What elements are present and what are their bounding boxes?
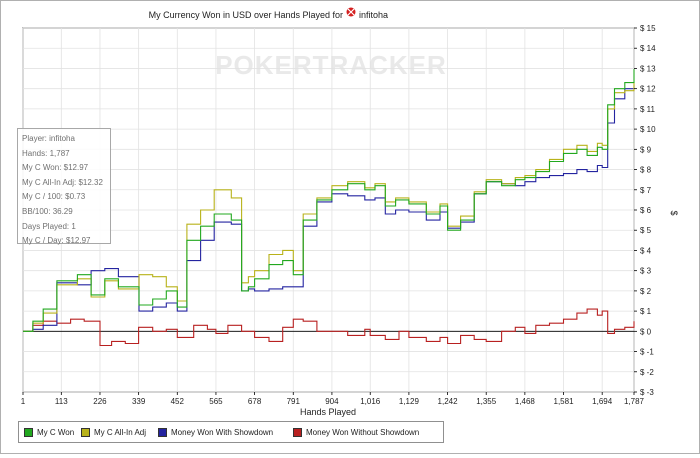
y-tick-label: $ -3 xyxy=(640,388,654,397)
x-tick-label: 1,787 xyxy=(624,397,645,406)
y-tick-label: $ 0 xyxy=(640,327,652,336)
x-tick-label: 1,016 xyxy=(360,397,381,406)
series-line-my-c-won xyxy=(23,69,635,332)
legend-item-my-c-won[interactable]: My C Won xyxy=(19,422,76,442)
chart-title: My Currency Won in USD over Hands Played… xyxy=(149,10,343,20)
legend-item-without-showdown[interactable]: Money Won Without Showdown xyxy=(288,422,433,442)
y-tick-label: $ 3 xyxy=(640,267,652,276)
y-tick-label: $ 4 xyxy=(640,246,652,255)
watermark: POKERTRACKER xyxy=(215,50,447,80)
legend-swatch xyxy=(293,427,302,437)
series-line-money-won-without-showdown xyxy=(23,308,635,347)
x-tick-label: 791 xyxy=(287,397,301,406)
series-group xyxy=(23,69,635,347)
x-tick-label: 1,694 xyxy=(592,397,613,406)
x-axis-label: Hands Played xyxy=(300,407,356,417)
y-tick-label: $ 10 xyxy=(640,125,656,134)
legend-item-with-showdown[interactable]: Money Won With Showdown xyxy=(153,422,288,442)
x-tick-label: 1,242 xyxy=(438,397,459,406)
x-tick-label: 904 xyxy=(325,397,339,406)
legend-label: My C All-In Adj xyxy=(94,427,147,437)
y-tick-label: $ 11 xyxy=(640,105,656,114)
player-stats-tooltip: Player: infitoha Hands: 1,787 My C Won: … xyxy=(17,128,111,245)
legend-label: Money Won Without Showdown xyxy=(306,427,420,437)
y-tick-label: $ 8 xyxy=(640,166,652,175)
y-axis-label: $ xyxy=(669,210,679,215)
tooltip-line: BB/100: 36.29 xyxy=(22,206,73,216)
y-axis: $ -3 $ -2 $ -1 $ 0 $ 1 $ 2 $ 3 $ 4 $ 5 $ 6 $ 7 $ 8 $… xyxy=(634,24,656,397)
y-tick-label: $ 9 xyxy=(640,145,652,154)
y-tick-label: $ 6 xyxy=(640,206,652,215)
y-tick-label: $ 13 xyxy=(640,64,656,73)
x-tick-label: 565 xyxy=(209,397,223,406)
x-tick-label: 1,468 xyxy=(515,397,536,406)
player-logo-icon xyxy=(346,7,356,17)
y-tick-label: $ 12 xyxy=(640,85,656,94)
x-tick-label: 226 xyxy=(93,397,107,406)
x-tick-label: 678 xyxy=(248,397,262,406)
chart-title-player: infitoha xyxy=(359,10,388,20)
x-tick-label: 452 xyxy=(171,397,185,406)
tooltip-line: My C / 100: $0.73 xyxy=(22,192,86,202)
legend-label: My C Won xyxy=(37,427,75,437)
y-tick-label: $ 15 xyxy=(640,24,656,33)
legend-swatch xyxy=(158,427,167,437)
tooltip-line: Hands: 1,787 xyxy=(22,148,70,158)
series-line-my-c-all-in-adj xyxy=(23,82,635,332)
x-tick-label: 1 xyxy=(21,397,26,406)
legend: My C Won My C All-In Adj Money Won With … xyxy=(18,421,444,443)
tooltip-line: Days Played: 1 xyxy=(22,221,76,231)
y-tick-label: $ -1 xyxy=(640,348,654,357)
tooltip-line: My C All-In Adj: $12.32 xyxy=(22,177,103,187)
x-tick-label: 1,355 xyxy=(476,397,497,406)
series-line-money-won-with-showdown xyxy=(23,84,635,332)
y-tick-label: $ 5 xyxy=(640,226,652,235)
x-tick-label: 113 xyxy=(55,397,68,406)
tooltip-line: My C Won: $12.97 xyxy=(22,163,89,173)
legend-swatch xyxy=(81,427,90,437)
y-tick-label: $ 7 xyxy=(640,186,652,195)
tooltip-line: Player: infitoha xyxy=(22,134,75,143)
x-axis: 1 113 226 339 452 565 678 791 904 1,016 1,129 1,242… xyxy=(21,392,645,406)
grid-lines xyxy=(22,27,635,393)
legend-swatch xyxy=(24,427,33,437)
tooltip-line: My C / Day: $12.97 xyxy=(22,236,91,246)
x-tick-label: 1,581 xyxy=(554,397,575,406)
y-tick-label: $ 2 xyxy=(640,287,652,296)
x-tick-label: 1,129 xyxy=(399,397,420,406)
legend-item-all-in-adj[interactable]: My C All-In Adj xyxy=(76,422,153,442)
y-tick-label: $ 1 xyxy=(640,307,652,316)
legend-label: Money Won With Showdown xyxy=(171,427,274,437)
x-tick-label: 339 xyxy=(132,397,146,406)
y-tick-label: $ 14 xyxy=(640,44,656,53)
y-tick-label: $ -2 xyxy=(640,368,654,377)
